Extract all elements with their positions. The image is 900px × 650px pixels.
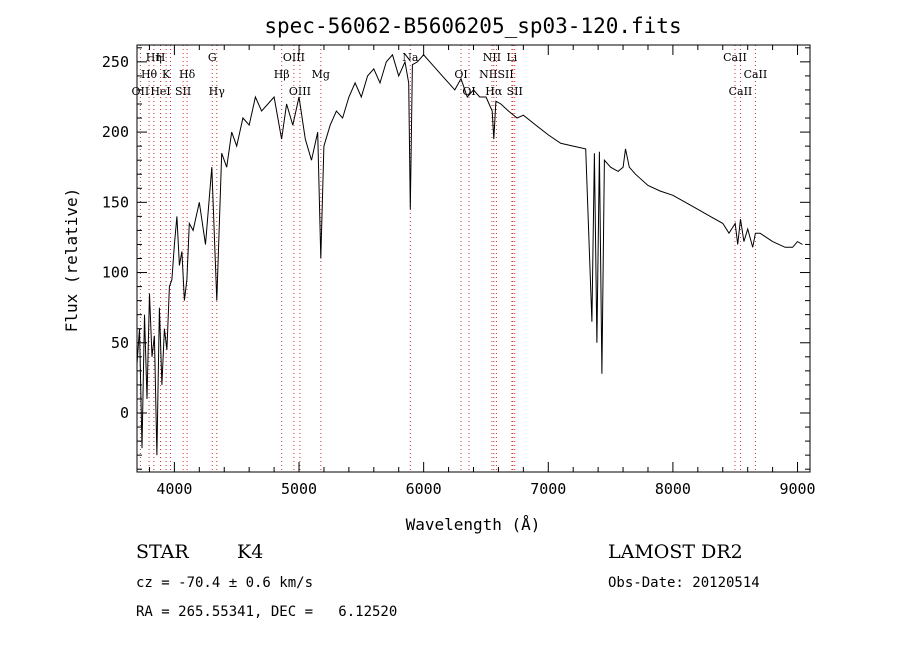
y-tick-label: 0 [120,404,129,422]
x-axis-label: Wavelength (Å) [406,515,541,534]
survey-name: LAMOST DR2 [608,541,743,563]
y-tick-label: 50 [111,334,129,352]
line-label-1: H [156,51,166,64]
line-label-22: Hα [485,85,503,98]
y-tick-label: 100 [102,264,129,282]
plot-frame [136,44,811,473]
sky-coordinates: RA = 265.55341, DEC = 6.12520 [136,604,398,620]
y-tick-label: 250 [102,53,129,71]
x-tick-label: 4000 [156,480,192,498]
redshift-value: cz = -70.4 ± 0.6 km/s [136,575,314,591]
line-label-9: K [162,68,171,81]
line-label-11: Hβ [274,68,290,81]
line-label-23: SII [507,85,523,98]
chart-title: spec-56062-B5606205_sp03-120.fits [264,14,681,38]
spectrum-series [136,53,803,456]
line-label-15: CaII [744,68,768,81]
line-label-3: OIII [283,51,305,64]
x-tick-label: 5000 [281,480,317,498]
line-label-13: OI [454,68,467,81]
x-tick-label: 6000 [406,480,442,498]
line-label-17: HeI [150,85,170,98]
line-label-14: NIISII [479,68,514,81]
line-label-8: Hθ [141,68,158,81]
x-tick-label: 8000 [655,480,691,498]
line-label-4: Na [402,51,419,64]
line-label-21: OI [462,85,475,98]
line-label-2: G [208,51,217,64]
line-label-24: CaII [729,85,753,98]
line-label-19: Hγ [209,85,226,98]
y-axis-label: Flux (relative) [62,188,81,333]
object-subclass: K4 [237,541,264,563]
object-class: STAR [136,541,189,563]
y-tick-label: 200 [102,123,129,141]
line-label-18: SII [175,85,191,98]
line-label-0: Hη [146,51,162,64]
line-label-16: OII [132,85,150,98]
x-tick-label: 7000 [530,480,566,498]
line-label-5: NII [483,51,501,64]
x-tick-label: 9000 [779,480,815,498]
spectrum-line-0 [136,53,803,456]
y-tick-label: 150 [102,193,129,211]
line-label-20: OIII [289,85,311,98]
line-label-7: CaII [723,51,747,64]
line-label-12: Mg [312,68,330,81]
plot-axes: 4000 5000 6000 7000 8000 9000 0 50 100 150 200 250 [102,44,816,498]
line-label-6: Li [506,51,517,64]
spectral-line-labels: HηH G OIII Na NII Li CaII Hθ K Hδ Hβ Mg OI NIISII CaII… [132,51,768,98]
line-label-10: Hδ [179,68,196,81]
observation-date: Obs-Date: 20120514 [608,575,760,591]
spectral-line-markers [139,45,756,472]
